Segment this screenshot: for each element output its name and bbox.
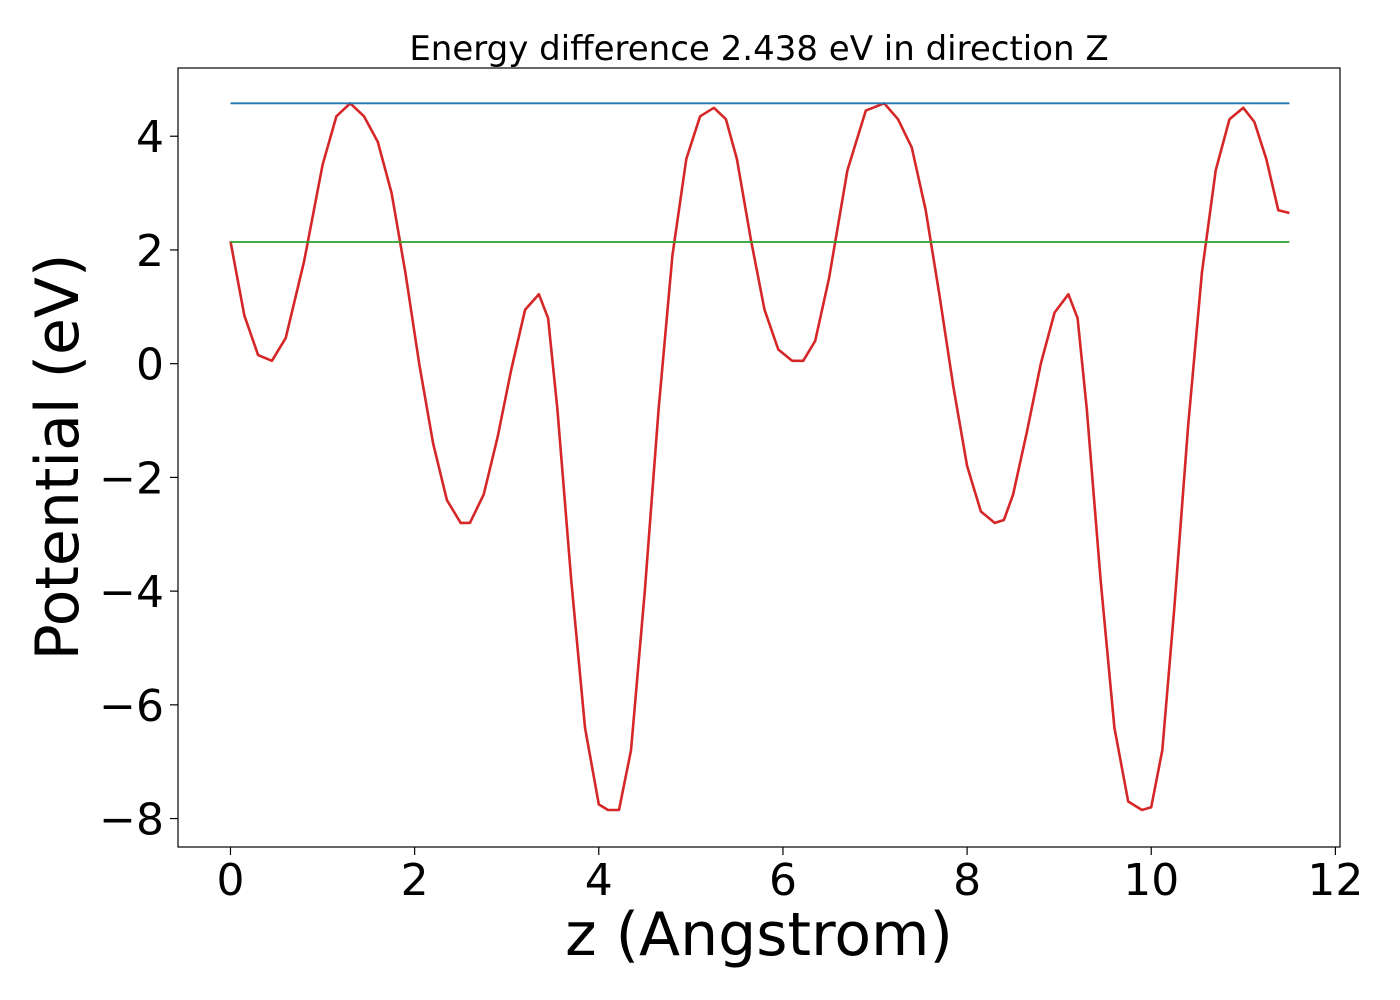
x-tick-label: 2: [401, 855, 429, 906]
potential-curve: [229, 102, 1290, 812]
y-tick-label: 4: [136, 112, 164, 163]
y-axis-label: Potential (eV): [23, 254, 93, 661]
x-tick-label: 4: [585, 855, 613, 906]
plot-frame: [177, 67, 1341, 848]
chart-title: Energy difference 2.438 eV in direction …: [409, 29, 1108, 69]
y-axis: −8 −6 −4 −2 0 2 4: [99, 112, 178, 846]
x-tick-label: 6: [769, 855, 797, 906]
x-tick-label: 10: [1123, 855, 1179, 906]
x-axis-label: z (Angstrom): [565, 900, 953, 970]
x-tick-label: 12: [1307, 855, 1363, 906]
x-axis: 0 2 4 6 8 10 12: [216, 847, 1363, 906]
y-tick-label: −4: [99, 567, 164, 618]
y-tick-label: −2: [99, 453, 164, 504]
x-tick-label: 8: [953, 855, 981, 906]
y-tick-label: −6: [99, 681, 164, 732]
y-tick-label: 0: [136, 340, 164, 391]
y-tick-label: 2: [136, 226, 164, 277]
x-tick-label: 0: [216, 855, 244, 906]
y-tick-label: −8: [99, 795, 164, 846]
plot-area: [229, 102, 1290, 812]
